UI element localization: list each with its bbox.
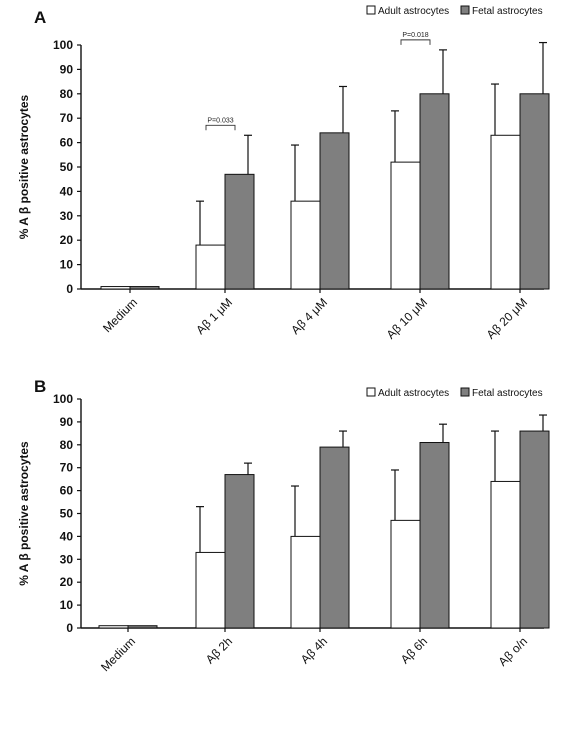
bar-adult bbox=[290, 200, 321, 290]
y-tick-label: 0 bbox=[66, 621, 73, 635]
y-axis-title: % A β positive astrocytes bbox=[17, 94, 31, 239]
y-tick-label: 100 bbox=[53, 392, 73, 406]
x-tick-label: Aβ 10 μM bbox=[384, 295, 431, 342]
y-tick-label: 90 bbox=[60, 415, 74, 429]
y-tick-label: 10 bbox=[60, 258, 74, 272]
significance-bracket: P=0.033 bbox=[205, 117, 236, 131]
legend-label-0: Adult astrocytes bbox=[378, 6, 449, 17]
legend-label-1: Fetal astrocytes bbox=[472, 388, 543, 399]
bar-adult bbox=[195, 551, 226, 629]
bar-fetal bbox=[519, 93, 550, 290]
y-tick-label: 60 bbox=[60, 136, 74, 150]
bar-fetal bbox=[519, 430, 550, 629]
x-tick-label: Aβ 4 μM bbox=[288, 295, 330, 337]
y-tick-label: 100 bbox=[53, 38, 73, 52]
y-tick-label: 80 bbox=[60, 438, 74, 452]
bar-adult bbox=[98, 625, 129, 629]
bar-adult bbox=[100, 286, 131, 290]
bracket-line bbox=[400, 39, 431, 45]
p-value-label: P=0.033 bbox=[207, 117, 233, 124]
x-tick-label: Medium bbox=[100, 295, 140, 335]
bar-fetal bbox=[127, 625, 158, 629]
y-tick-label: 0 bbox=[66, 282, 73, 296]
legend-swatch-0 bbox=[366, 387, 376, 397]
y-tick-label: 70 bbox=[60, 111, 74, 125]
y-axis-title: % A β positive astrocytes bbox=[17, 441, 31, 586]
y-tick-label: 90 bbox=[60, 62, 74, 76]
bar-adult bbox=[490, 134, 521, 290]
y-tick-label: 80 bbox=[60, 87, 74, 101]
significance-bracket: P=0.018 bbox=[400, 32, 431, 45]
x-tick-label: Aβ 6h bbox=[398, 634, 430, 666]
p-value-label: P=0.018 bbox=[402, 32, 428, 39]
y-tick-label: 20 bbox=[60, 233, 74, 247]
y-tick-label: 50 bbox=[60, 160, 74, 174]
y-tick-label: 40 bbox=[60, 184, 74, 198]
bar-adult bbox=[390, 519, 421, 629]
y-tick-label: 40 bbox=[60, 529, 74, 543]
legend-label-0: Adult astrocytes bbox=[378, 388, 449, 399]
bar-adult bbox=[490, 480, 521, 629]
legend: Adult astrocytes Fetal astrocytes bbox=[366, 387, 543, 399]
chart-panel-a: A Adult astrocytes Fetal astrocytes 0 10 20 30… bbox=[17, 5, 550, 342]
bar-fetal bbox=[319, 446, 350, 629]
x-tick-label: Aβ 2h bbox=[203, 634, 235, 666]
legend-swatch-0 bbox=[366, 5, 376, 15]
x-tick-label: Aβ 4h bbox=[298, 634, 330, 666]
bar-adult bbox=[290, 535, 321, 629]
bar-fetal bbox=[419, 442, 450, 629]
y-tick-label: 10 bbox=[60, 598, 74, 612]
legend-swatch-1 bbox=[460, 387, 470, 397]
bar-adult bbox=[195, 244, 226, 290]
legend: Adult astrocytes Fetal astrocytes bbox=[366, 5, 543, 17]
y-tick-label: 20 bbox=[60, 575, 74, 589]
y-tick-label: 60 bbox=[60, 484, 74, 498]
x-tick-label: Aβ 20 μM bbox=[484, 295, 531, 342]
chart-panel-b: B Adult astrocytes Fetal astrocytes 0 10 20 30… bbox=[17, 377, 550, 674]
y-tick-label: 50 bbox=[60, 507, 74, 521]
x-tick-label: Aβ o/n bbox=[496, 634, 531, 669]
bar-adult bbox=[390, 161, 421, 290]
y-tick-label: 30 bbox=[60, 209, 74, 223]
bar-fetal bbox=[319, 132, 350, 290]
bar-fetal bbox=[224, 474, 255, 629]
panel-label: A bbox=[34, 8, 46, 27]
x-tick-label: Aβ 1 μM bbox=[193, 295, 235, 337]
y-tick-label: 70 bbox=[60, 461, 74, 475]
legend-label-1: Fetal astrocytes bbox=[472, 6, 543, 17]
y-tick-label: 30 bbox=[60, 552, 74, 566]
bar-fetal bbox=[129, 286, 160, 290]
panel-label: B bbox=[34, 377, 46, 396]
bar-fetal bbox=[224, 173, 255, 290]
legend-swatch-1 bbox=[460, 5, 470, 15]
bracket-line bbox=[205, 124, 236, 131]
x-tick-label: Medium bbox=[98, 634, 138, 674]
bar-fetal bbox=[419, 93, 450, 290]
